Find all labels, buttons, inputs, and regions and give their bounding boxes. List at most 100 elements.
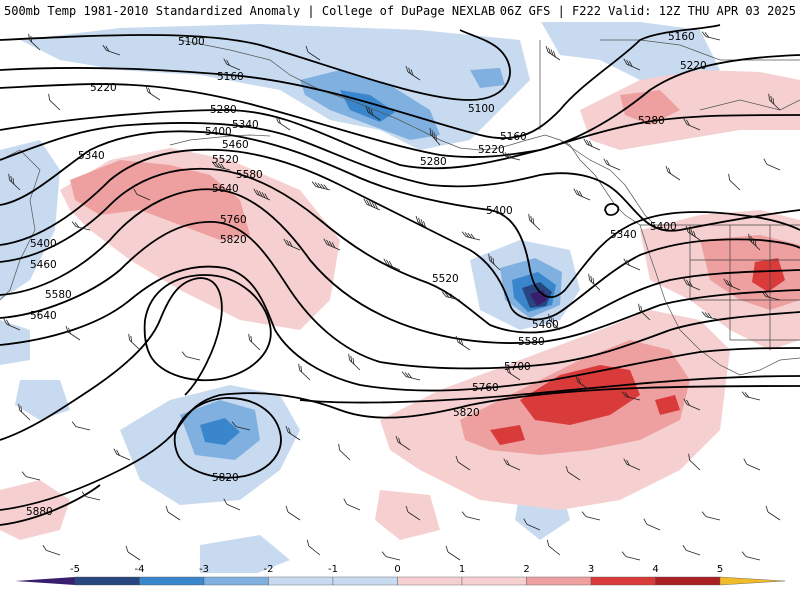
wind-barb	[42, 544, 61, 556]
wind-barb	[638, 303, 651, 321]
contour-label: 5220	[478, 144, 505, 156]
contour-5280	[0, 109, 800, 170]
wind-barb	[665, 165, 681, 181]
wind-barb	[18, 403, 31, 421]
pos-anomaly-canada	[580, 70, 800, 150]
contour-label: 5460	[30, 259, 57, 271]
wind-barb	[71, 221, 91, 231]
wind-barb	[565, 465, 581, 481]
colorbar-tick-label: 5	[716, 564, 724, 575]
wind-barb	[621, 551, 641, 561]
wind-barb	[102, 44, 121, 56]
wind-barb	[581, 511, 601, 521]
us-west-coast	[639, 224, 800, 376]
wind-barb	[643, 518, 661, 531]
wind-barb	[211, 161, 231, 171]
neg-anomaly-south-2	[200, 535, 290, 576]
contour-label: 5220	[680, 60, 707, 72]
colorbar-segment	[74, 576, 140, 586]
neg2-anomaly-north	[470, 68, 505, 88]
wind-barb	[365, 105, 381, 121]
wind-barb	[546, 539, 561, 556]
contour-5760-ring	[143, 274, 272, 382]
header-bar: 500mb Temp 1981-2010 Standardized Anomal…	[0, 0, 800, 22]
bc-coastline	[559, 139, 641, 226]
wind-barb	[338, 443, 351, 461]
contour-label: 5700	[504, 361, 531, 373]
wind-barb	[455, 455, 471, 471]
geography-lines	[0, 39, 800, 376]
contour-label: 5580	[45, 289, 72, 301]
pos2-anomaly-canada	[620, 90, 680, 125]
colorbar-segments	[15, 576, 786, 586]
wind-barb	[683, 118, 701, 131]
contour-5100	[0, 29, 511, 101]
colorbar-tick-label: 3	[587, 564, 595, 575]
contour-5460	[0, 148, 800, 321]
contour-closed-low	[604, 203, 620, 216]
wind-barb	[503, 458, 521, 471]
contour-label: 5100	[178, 36, 205, 48]
height-contours	[0, 24, 800, 526]
wind-barb	[603, 158, 621, 171]
colorbar-ticks: -5 -4 -3 -2 -1 0 1 2 3 4 5	[0, 564, 800, 576]
wind-barb	[429, 127, 441, 146]
contour-label: 5220	[90, 82, 117, 94]
wind-barb	[765, 505, 781, 521]
contour-label: 5820	[212, 472, 239, 484]
colorbar-segment	[461, 576, 527, 586]
contour-label: 5340	[232, 119, 259, 131]
wind-barb	[528, 213, 541, 231]
wind-barb	[701, 31, 721, 41]
wind-barb	[761, 291, 781, 301]
map-svg: 5100 5100 5160 5160 5160 5220 5220 5220 …	[0, 22, 800, 576]
wind-barb	[395, 435, 411, 451]
contour-label: 5160	[668, 31, 695, 43]
wind-barb	[683, 278, 701, 291]
contour-label: 5760	[220, 214, 247, 226]
contour-label: 5280	[420, 156, 447, 168]
wind-barb	[285, 425, 301, 441]
wind-barb	[383, 258, 401, 271]
wind-barb	[128, 333, 141, 351]
colorbar-tick-label: -3	[199, 564, 209, 575]
wind-barb	[768, 93, 781, 111]
colorbar-tick-label: 4	[652, 564, 659, 575]
wind-barb	[523, 518, 541, 531]
contour-label: 5580	[518, 336, 545, 348]
wind-barb	[548, 313, 561, 331]
colorbar-tick-label: -4	[134, 564, 145, 575]
wind-barb	[21, 471, 41, 481]
wind-barb	[48, 93, 61, 111]
wind-barb	[728, 173, 741, 191]
contour-5880	[0, 484, 101, 526]
colorbar-segment	[526, 576, 592, 586]
wind-barb	[231, 421, 251, 431]
wind-barb	[461, 511, 481, 521]
pos3-anomaly-southwest-3	[655, 395, 680, 415]
contour-label: 5580	[236, 169, 263, 181]
wind-barb	[305, 45, 321, 61]
colorbar-tick-label: -5	[70, 564, 80, 575]
pos3-anomaly-conus	[752, 258, 785, 292]
wind-barbs	[3, 31, 781, 561]
wind-barb	[348, 353, 361, 371]
wind-barb	[701, 311, 721, 321]
contour-label: 5520	[432, 273, 459, 285]
colorbar-right-cap	[719, 576, 786, 586]
wind-barb	[682, 544, 701, 556]
colorbar-left-cap	[15, 577, 75, 585]
colorbar-segment	[268, 576, 334, 586]
wind-barb	[685, 225, 701, 241]
wind-barb	[81, 491, 101, 501]
wind-barb	[253, 188, 271, 201]
colorbar-segment	[139, 576, 205, 586]
wind-barb	[741, 391, 761, 401]
wind-barb	[145, 85, 161, 101]
colorbar-segment	[332, 576, 398, 586]
contour-5820-ring	[173, 397, 282, 479]
map-title: 500mb Temp 1981-2010 Standardized Anomal…	[4, 4, 496, 18]
wind-barb	[723, 278, 741, 291]
wind-barb	[248, 333, 261, 351]
wind-barb	[306, 539, 321, 556]
